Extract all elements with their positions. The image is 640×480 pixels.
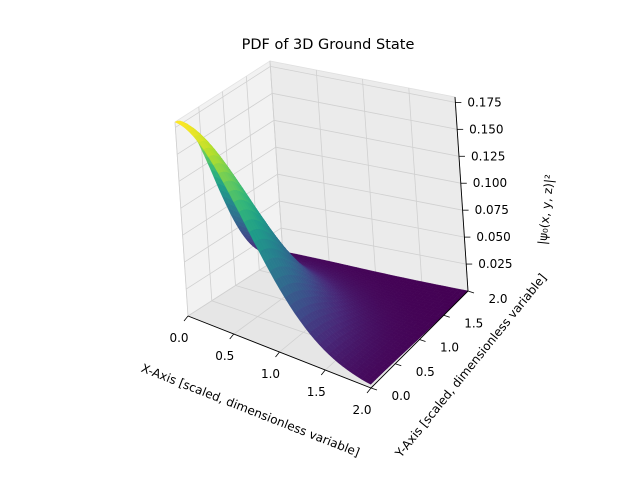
z-tick-label: 0.100 [473,176,507,190]
y-axis-ticks: 0.0 0.5 1.0 1.5 2.0 [370,290,508,403]
x-tick-mark [229,333,235,340]
z-gridline [185,227,467,290]
x-tick-label: 1.0 [261,367,280,381]
z-axis-ticks: 0.025 0.050 0.075 0.100 0.125 0.150 0.175 [455,95,513,271]
surface-plot [174,120,469,385]
x-tick-mark [366,387,372,394]
x-tick-label: 0.5 [215,349,234,363]
z-gridline [176,92,458,155]
z-tick-label: 0.025 [478,257,512,271]
y-tick-label: 1.5 [464,316,483,330]
z-tick-label: 0.075 [475,203,509,217]
y-tick-mark [443,314,450,318]
z-gridline [175,65,456,128]
x-tick-label: 0.0 [169,331,188,345]
chart-title: PDF of 3D Ground State [242,37,415,53]
y-tick-mark [395,363,402,367]
x-tick-label: 2.0 [352,403,371,417]
z-gridline [184,200,465,263]
x-tick-mark [320,369,326,376]
y-tick-label: 2.0 [488,292,507,306]
x-axis-label: X-Axis [scaled, dimensionless variable] [139,361,361,460]
y-tick-mark [467,290,475,294]
z-gridline [182,173,463,236]
x-axis-ticks: 0.0 0.5 1.0 1.5 2.0 [169,315,372,417]
z-tick-label: 0.175 [467,95,501,109]
x-tick-mark [275,351,280,358]
z-gridline [180,146,461,209]
z-tick-label: 0.050 [476,230,510,244]
y-tick-mark [370,387,378,391]
y-tick-label: 0.0 [391,389,410,403]
y-tick-mark [419,339,426,342]
y-tick-label: 0.5 [416,365,435,379]
z-tick-label: 0.150 [469,122,503,136]
z-axis-label: |ψ₀(x, y, z)|² [535,173,556,245]
z-tick-label: 0.125 [471,149,505,163]
surface-facet [365,379,374,385]
x-tick-mark [183,315,189,322]
x-tick-label: 1.5 [307,385,326,399]
y-tick-label: 1.0 [440,341,459,355]
